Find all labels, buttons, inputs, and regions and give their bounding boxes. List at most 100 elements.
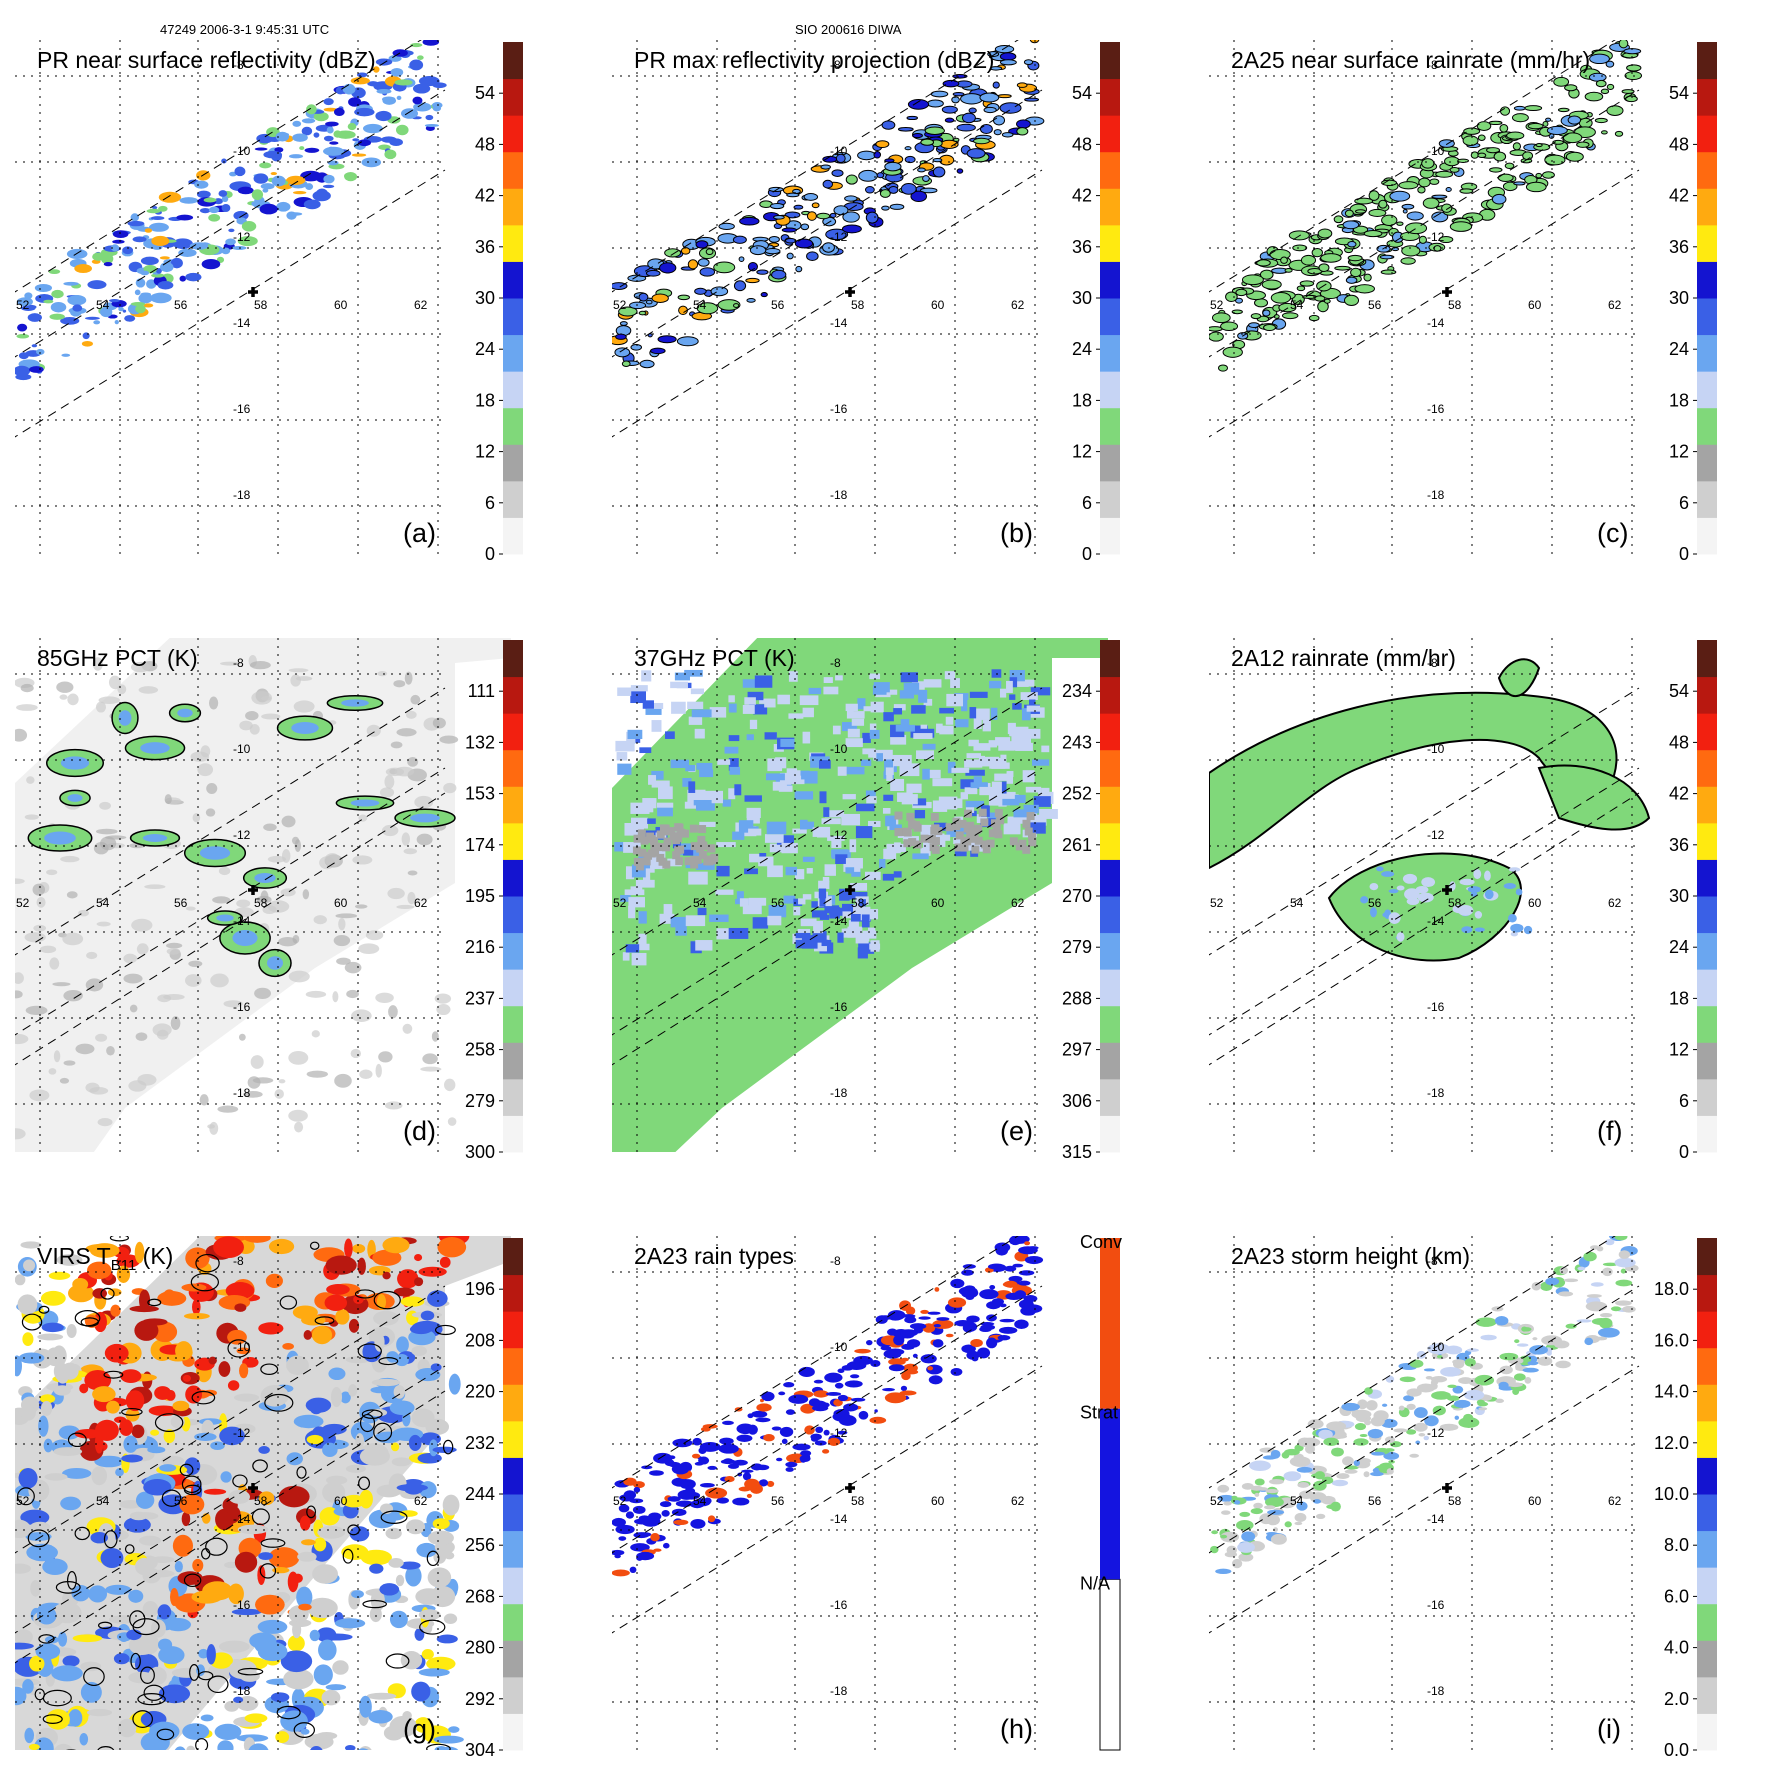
storm-center-marker (845, 1483, 855, 1493)
lon-tick-label: 60 (931, 1494, 945, 1508)
lon-tick-label: 52 (16, 896, 30, 910)
lat-tick-label: -12 (233, 828, 251, 842)
swath-edge (612, 687, 1043, 956)
lon-tick-label: 58 (1448, 298, 1462, 312)
lat-tick-label: -18 (233, 1086, 251, 1100)
lon-tick-label: 52 (16, 1494, 30, 1508)
colorbar-tick: 315 (1062, 1142, 1092, 1162)
lat-tick-label: -10 (1427, 742, 1445, 756)
colorbar-tick: 24 (475, 339, 495, 359)
colorbar-tick: 195 (465, 886, 495, 906)
field-a (15, 40, 447, 438)
colorbar-tick: 48 (1669, 134, 1689, 154)
lon-tick-label: 52 (613, 1494, 627, 1508)
colorbar-tick: 36 (1072, 237, 1092, 257)
colorbar-i: 0.0 2.0 4.0 6.0 8.0 10.0 12.0 14.0 16.0 18.0 (1654, 1238, 1717, 1760)
colorbar-tick: 153 (465, 784, 495, 804)
swath-edge (612, 89, 1043, 358)
lon-tick-label: 54 (96, 896, 110, 910)
field-i (1209, 1236, 1640, 1634)
lon-tick-label: 58 (1448, 1494, 1462, 1508)
colorbar-tick: 288 (1062, 988, 1092, 1008)
colorbar-tick: 279 (1062, 937, 1092, 957)
lon-tick-label: 58 (851, 1494, 865, 1508)
swath-edge (612, 767, 1043, 1036)
colorbar-tick: 304 (465, 1740, 495, 1760)
colorbar-tick: 297 (1062, 1040, 1092, 1060)
colorbar-tick: 280 (465, 1638, 495, 1658)
lon-tick-label: 62 (1011, 896, 1025, 910)
colorbar-tick: 54 (475, 83, 495, 103)
header-storm-id: SIO 200616 DIWA (795, 22, 902, 37)
colorbar-tick: 18 (1072, 390, 1092, 410)
colorbar-tick: Conv (1080, 1232, 1122, 1252)
colorbar-tick: 279 (465, 1091, 495, 1111)
swath-edge (15, 40, 422, 293)
colorbar-tick: 6 (1679, 1091, 1689, 1111)
colorbar-tick: 0.0 (1664, 1740, 1689, 1760)
colorbar-h: N/A Strat Conv (1080, 1232, 1122, 1751)
field-c (1209, 40, 1643, 438)
colorbar-tick: 6.0 (1664, 1586, 1689, 1606)
lon-tick-label: 52 (16, 298, 30, 312)
lat-tick-label: -10 (233, 144, 251, 158)
storm-center-marker (1442, 287, 1452, 297)
panel-g: 52 54 56 58 60 62 -8 -10 -12 -14 -16 -18 VIRS TB11 (… (15, 1236, 523, 1760)
lon-tick-label: 60 (334, 298, 348, 312)
colorbar-tick: 42 (1669, 186, 1689, 206)
storm-center-marker (1442, 885, 1452, 895)
lon-tick-label: 56 (1368, 298, 1382, 312)
lon-tick-label: 54 (693, 298, 707, 312)
lat-tick-label: -10 (1427, 144, 1445, 158)
lat-tick-label: -16 (233, 1000, 251, 1014)
swath-edge (1209, 1236, 1616, 1489)
colorbar-tick: 196 (465, 1279, 495, 1299)
lon-tick-label: 52 (1210, 896, 1224, 910)
lat-tick-label: -14 (830, 914, 848, 928)
swath-edge (1209, 687, 1640, 956)
lat-tick-label: -10 (233, 1340, 251, 1354)
colorbar-tick: Strat (1080, 1403, 1118, 1423)
lat-tick-label: -12 (1427, 828, 1445, 842)
colorbar-tick: 0 (1679, 1142, 1689, 1162)
lat-tick-label: -10 (830, 144, 848, 158)
swath-edge (1209, 169, 1640, 438)
lon-tick-label: 58 (254, 298, 268, 312)
swath-edge (15, 767, 446, 1036)
panel-label: (d) (403, 1116, 436, 1146)
lat-tick-label: -12 (233, 1426, 251, 1440)
lat-tick-label: -12 (830, 828, 848, 842)
colorbar-tick: 10.0 (1654, 1484, 1689, 1504)
lat-tick-label: -14 (233, 914, 251, 928)
swath-edge (1209, 89, 1640, 358)
lat-tick-label: -18 (1427, 1684, 1445, 1698)
colorbar-tick: 232 (465, 1433, 495, 1453)
colorbar-tick: 4.0 (1664, 1638, 1689, 1658)
lat-tick-label: -14 (1427, 316, 1445, 330)
lon-tick-label: 58 (851, 896, 865, 910)
lon-tick-label: 62 (1608, 1494, 1622, 1508)
colorbar-tick: 42 (1072, 186, 1092, 206)
colorbar-tick: 36 (1669, 237, 1689, 257)
lat-tick-label: -16 (233, 402, 251, 416)
colorbar-tick: 174 (465, 835, 495, 855)
swath-edge (1209, 1365, 1640, 1634)
storm-center-marker (248, 287, 258, 297)
storm-center-marker (845, 287, 855, 297)
lat-tick-label: -10 (830, 742, 848, 756)
panel-title: 37GHz PCT (K) (634, 645, 795, 671)
colorbar-tick: 12 (1072, 442, 1092, 462)
lon-tick-label: 54 (1290, 298, 1304, 312)
swath-edge (612, 792, 1043, 1066)
panel-h: 52 54 56 58 60 62 -8 -10 -12 -14 -16 -18 2A23 rain t… (612, 1232, 1122, 1751)
colorbar-tick: 258 (465, 1040, 495, 1060)
lat-tick-label: -8 (1427, 656, 1438, 670)
swath-edge (15, 1390, 446, 1664)
lon-tick-label: 60 (1528, 896, 1542, 910)
panel-label: (h) (1000, 1714, 1033, 1744)
lon-tick-label: 62 (1011, 298, 1025, 312)
colorbar-tick: 2.0 (1664, 1689, 1689, 1709)
lat-tick-label: -18 (830, 1684, 848, 1698)
